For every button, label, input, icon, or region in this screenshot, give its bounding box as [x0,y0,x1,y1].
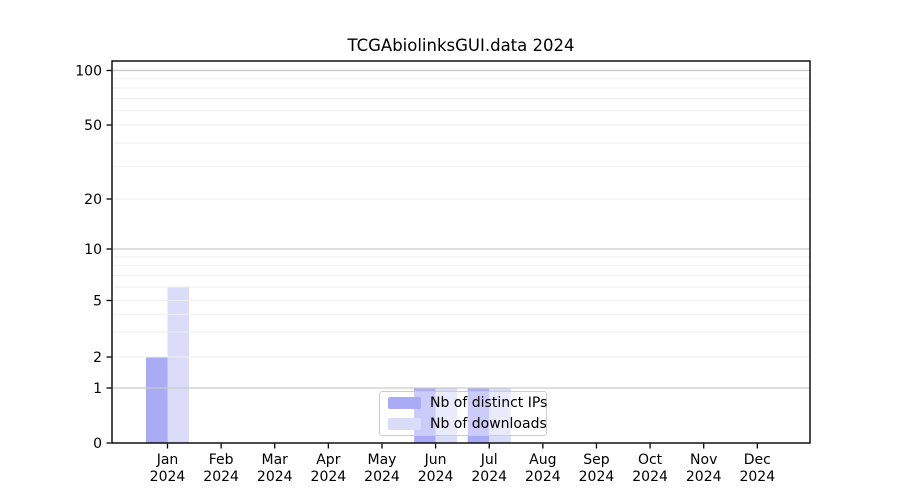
x-tick-label-feb: Feb 2024 [203,452,239,485]
x-tick-label-oct: Oct 2024 [632,452,668,485]
x-tick-label-mar: Mar 2024 [257,452,293,485]
chart-title: TCGAbiolinksGUI.data 2024 [347,36,575,55]
x-tick-label-aug: Aug 2024 [525,452,561,485]
y-tick-label-1: 1 [93,381,102,397]
x-tick-label-jan: Jan 2024 [150,452,186,485]
bar-distinct-ips-jan [146,357,168,443]
x-tick-label-jul: Jul 2024 [471,452,507,485]
y-tick-label-2: 2 [93,350,102,366]
legend-swatch-distinct-ips [388,397,421,410]
legend-item-distinct-ips: Nb of distinct IPs [388,394,548,413]
y-tick-label-5: 5 [93,294,102,310]
legend-swatch-downloads [388,417,421,430]
x-tick-label-sep: Sep 2024 [579,452,615,485]
legend-label-distinct-ips: Nb of distinct IPs [430,395,548,412]
legend-label-downloads: Nb of downloads [430,415,547,432]
bar-downloads-jan [167,286,189,443]
bar-downloads-jul [489,388,511,443]
x-tick-label-dec: Dec 2024 [739,452,775,485]
y-tick-label-20: 20 [84,192,102,208]
x-tick-label-jun: Jun 2024 [418,452,454,485]
y-tick-label-10: 10 [84,242,102,258]
legend: Nb of distinct IPs Nb of downloads [379,391,547,436]
x-tick-label-apr: Apr 2024 [311,452,347,485]
x-tick-label-may: May 2024 [364,452,400,485]
x-tick-label-nov: Nov 2024 [686,452,722,485]
bar-downloads-jun [435,388,458,443]
y-tick-label-0: 0 [93,436,102,452]
y-tick-label-100: 100 [75,64,102,80]
legend-item-downloads: Nb of downloads [388,414,547,433]
bar-distinct-ips-jul [467,388,490,443]
y-tick-label-50: 50 [84,118,102,134]
plot-box [111,60,811,444]
